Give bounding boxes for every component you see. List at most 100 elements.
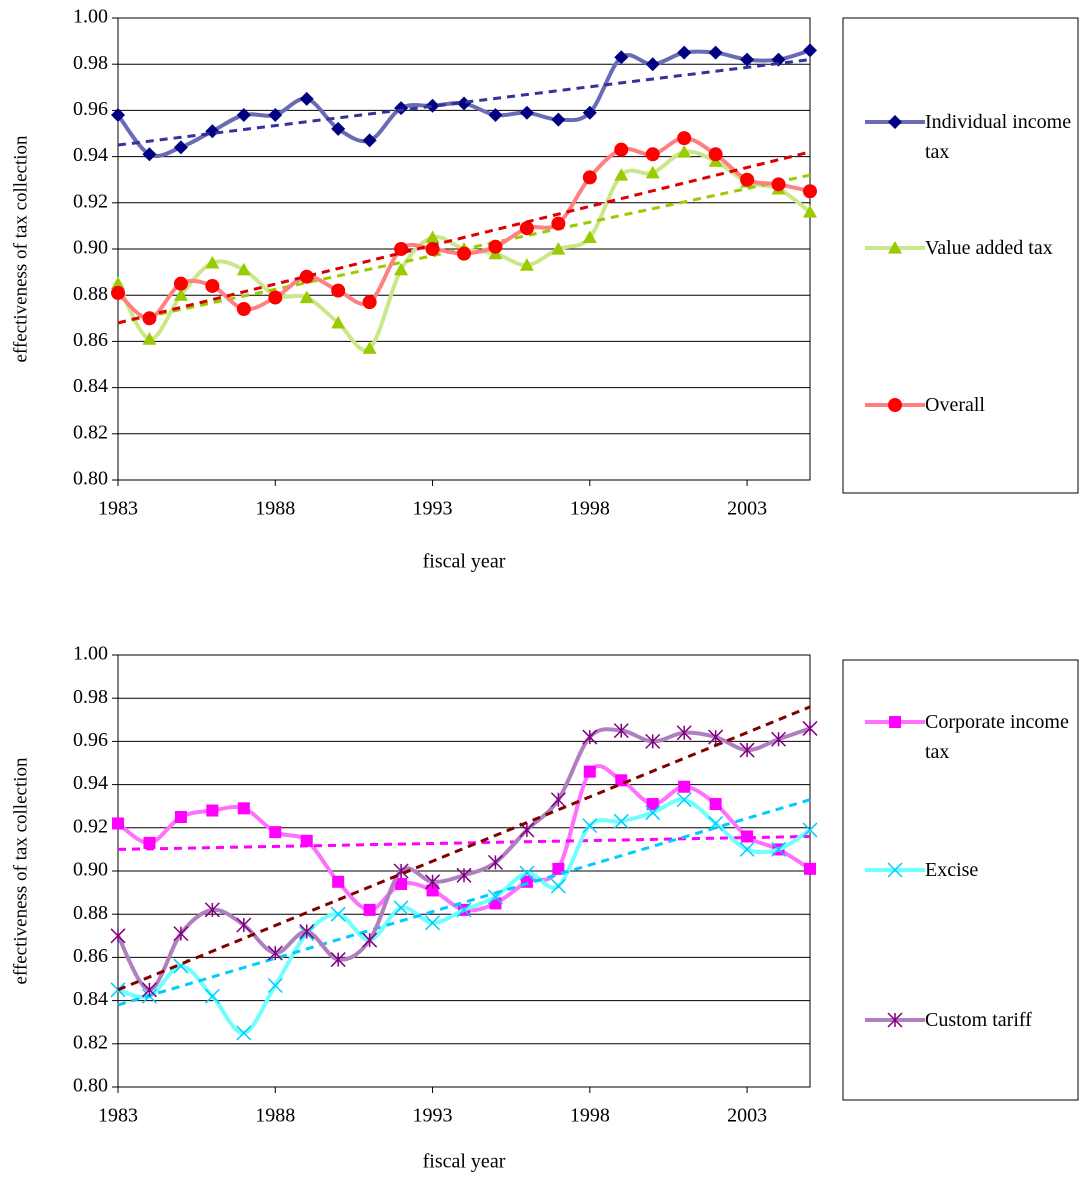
- y-axis-label: effectiveness of tax collection: [10, 135, 31, 363]
- y-tick-label: 0.98: [73, 686, 108, 708]
- legend-marker: [889, 716, 901, 728]
- data-point: [268, 108, 283, 123]
- data-point: [362, 133, 377, 148]
- data-point: [236, 1025, 252, 1041]
- data-point: [457, 96, 471, 111]
- data-point: [614, 168, 629, 181]
- data-point: [141, 982, 157, 998]
- data-point: [110, 928, 126, 944]
- data-point: [771, 841, 787, 857]
- data-point: [426, 884, 439, 897]
- y-tick-label: 0.92: [73, 190, 108, 212]
- data-point: [425, 874, 441, 890]
- data-point: [112, 817, 124, 830]
- data-point: [645, 733, 661, 749]
- data-point: [204, 902, 220, 918]
- series-line: [116, 726, 811, 992]
- data-point: [299, 269, 314, 284]
- data-point: [300, 834, 313, 847]
- data-point: [394, 262, 409, 276]
- legend-box: [842, 659, 1079, 1101]
- data-point: [739, 742, 755, 758]
- plot-border: [117, 17, 811, 481]
- data-point: [614, 142, 629, 157]
- data-point: [583, 765, 596, 778]
- data-point: [425, 98, 440, 113]
- y-tick-label: 0.98: [73, 52, 108, 74]
- y-tick-label: 0.84: [73, 375, 108, 397]
- data-point: [645, 147, 660, 162]
- data-point: [425, 915, 441, 931]
- data-point: [488, 239, 503, 254]
- data-point: [362, 341, 377, 354]
- data-point: [740, 52, 755, 67]
- y-tick-label: 0.96: [73, 98, 108, 120]
- legend-marker: [887, 862, 903, 878]
- data-point: [206, 804, 219, 817]
- data-point: [111, 276, 125, 290]
- data-point: [645, 57, 660, 72]
- data-point: [236, 108, 251, 123]
- data-point: [487, 854, 503, 870]
- data-point: [332, 875, 345, 888]
- data-point: [677, 131, 692, 146]
- trend-line: [117, 150, 811, 325]
- data-point: [143, 836, 156, 849]
- data-point: [362, 932, 378, 948]
- data-point: [708, 45, 723, 60]
- trend-line: [117, 798, 811, 1007]
- legend-marker: [887, 1012, 903, 1028]
- data-point: [678, 780, 691, 793]
- legend-label: Individual income tax: [925, 111, 1072, 163]
- data-point: [237, 802, 250, 815]
- data-point: [267, 977, 283, 994]
- data-point: [613, 813, 629, 829]
- x-tick-label: 1983: [98, 1105, 138, 1127]
- data-point: [741, 830, 754, 843]
- data-point: [645, 165, 660, 179]
- data-point: [582, 729, 598, 745]
- data-point: [331, 283, 346, 298]
- data-point: [803, 184, 817, 199]
- x-tick-label: 1998: [570, 1105, 610, 1127]
- data-point: [268, 290, 283, 305]
- legend-marker: [888, 115, 902, 129]
- data-point: [173, 140, 188, 155]
- data-point: [804, 862, 816, 875]
- data-point: [236, 917, 252, 933]
- x-tick-label: 1988: [255, 1105, 295, 1127]
- data-point: [331, 121, 346, 136]
- data-point: [425, 230, 440, 244]
- data-point: [550, 792, 566, 808]
- trend-line: [117, 705, 811, 992]
- x-tick-label: 1993: [413, 1105, 453, 1127]
- data-point: [205, 255, 220, 269]
- x-tick-label: 1993: [413, 498, 453, 520]
- data-point: [582, 105, 597, 120]
- data-point: [330, 952, 346, 968]
- data-point: [582, 230, 597, 244]
- series-line: [116, 136, 811, 321]
- data-point: [173, 288, 188, 301]
- legend-marker: [888, 398, 902, 412]
- data-point: [299, 91, 314, 106]
- data-point: [803, 43, 817, 58]
- data-point: [519, 221, 534, 236]
- data-point: [362, 295, 377, 310]
- y-tick-label: 0.92: [73, 815, 108, 837]
- y-tick-label: 0.88: [73, 283, 108, 305]
- x-axis-label: fiscal year: [423, 551, 506, 573]
- data-point: [802, 720, 818, 736]
- data-point: [676, 725, 692, 741]
- data-point: [551, 242, 566, 255]
- data-point: [142, 332, 157, 345]
- data-point: [299, 923, 315, 940]
- data-point: [269, 826, 282, 839]
- y-axis-label: effectiveness of tax collection: [10, 757, 31, 985]
- data-point: [299, 290, 314, 304]
- data-point: [771, 731, 787, 747]
- y-tick-label: 0.80: [73, 468, 108, 490]
- y-tick-label: 1.00: [73, 643, 108, 665]
